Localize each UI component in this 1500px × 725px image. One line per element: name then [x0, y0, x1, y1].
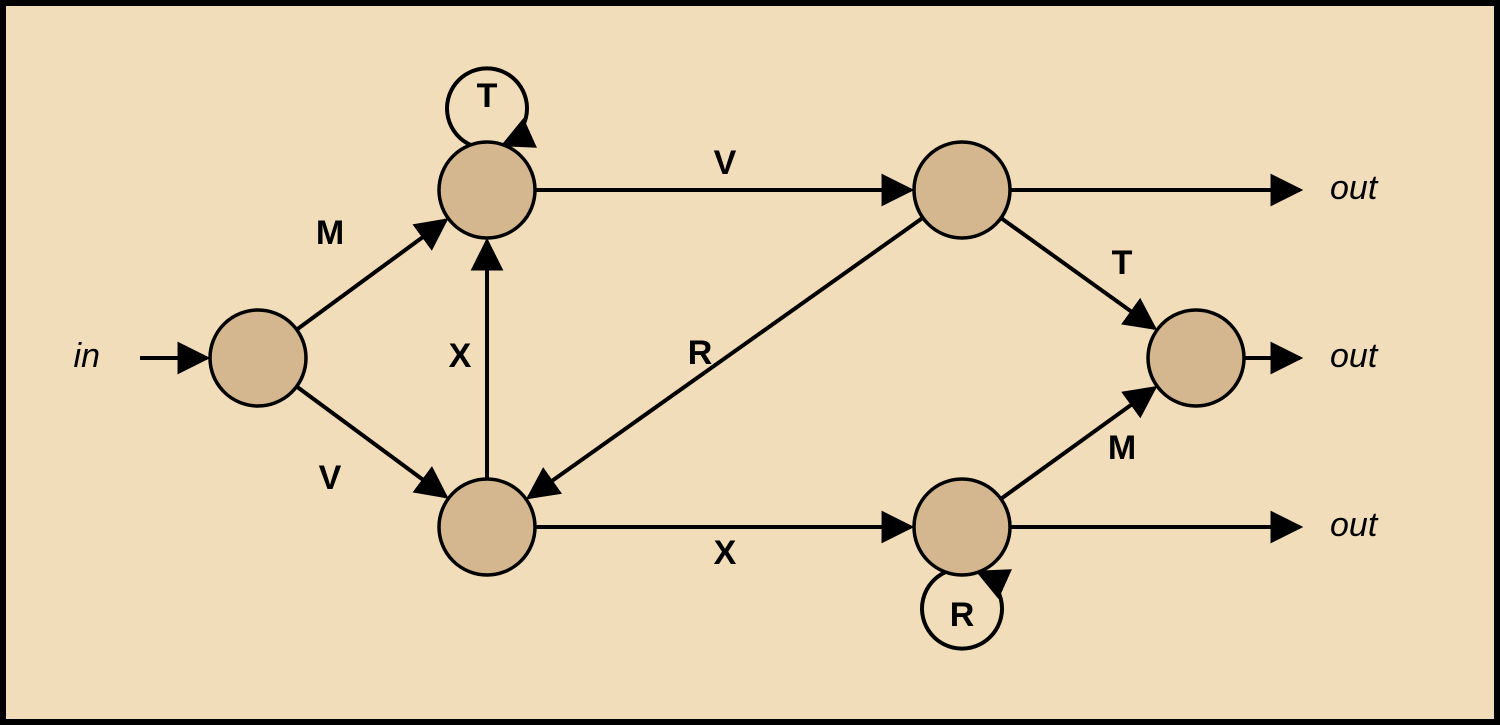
io-label: out — [1330, 506, 1379, 544]
io-label: out — [1330, 337, 1379, 375]
state-node — [439, 479, 535, 575]
edge-label: M — [1108, 429, 1136, 467]
io-label: out — [1330, 169, 1379, 207]
edge-label: X — [449, 337, 472, 375]
edge-label: R — [688, 334, 713, 372]
edge-label: V — [319, 459, 342, 497]
state-diagram: M V X V R X T M T Rin out out out — [0, 0, 1500, 725]
io-label: in — [74, 337, 100, 375]
self-loop-label: T — [477, 77, 498, 115]
self-loop-label: R — [950, 596, 975, 634]
state-node — [914, 479, 1010, 575]
edge-label: M — [316, 214, 344, 252]
state-node — [210, 310, 306, 406]
state-node — [439, 142, 535, 238]
edge-label: T — [1112, 244, 1133, 282]
state-node — [914, 142, 1010, 238]
edge-label: X — [714, 534, 737, 572]
state-node — [1148, 310, 1244, 406]
edge-label: V — [714, 144, 737, 182]
